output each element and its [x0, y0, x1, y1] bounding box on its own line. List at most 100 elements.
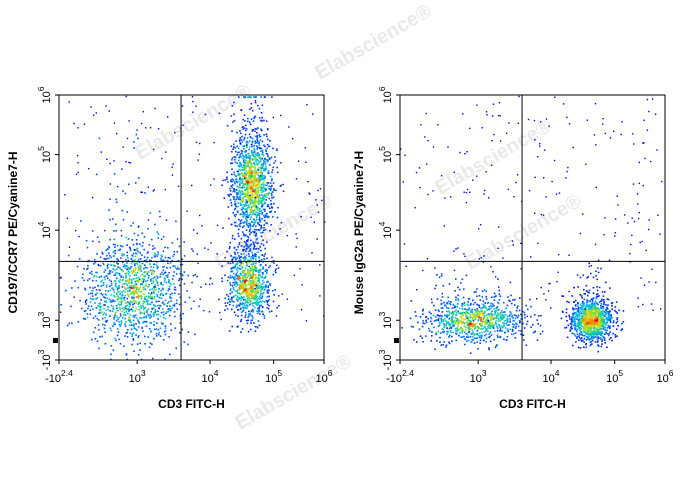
scatter-point-pop-2	[253, 266, 256, 268]
scatter-point-pop-0	[481, 310, 483, 313]
scatter-point-pop-0	[470, 320, 472, 323]
scatter-point-pop-0	[145, 325, 148, 327]
scatter-point-pop-0	[473, 327, 476, 330]
scatter-point-pop-2	[253, 296, 256, 299]
scatter-point-pop-2	[252, 302, 254, 304]
scatter-point-pop-0	[503, 324, 505, 326]
scatter-point-pop-0	[412, 326, 414, 328]
scatter-point-pop-1	[263, 229, 265, 232]
scatter-point-pop-1	[259, 189, 262, 191]
scatter-point-pop-1	[266, 161, 269, 163]
scatter-point-pop-0	[182, 274, 184, 277]
scatter-point-pop-0	[114, 250, 117, 252]
scatter-point-pop-0	[488, 333, 490, 335]
scatter-point-pop-1	[589, 300, 591, 303]
scatter-point-pop-2	[257, 303, 259, 305]
scatter-point-pop-0	[141, 254, 143, 256]
scatter-point-pop-0	[525, 344, 528, 346]
scatter-point-pop-2	[262, 313, 264, 315]
scatter-point-pop-2	[245, 292, 247, 295]
scatter-point-pop-0	[167, 274, 169, 276]
scatter-point-pop-0	[443, 341, 446, 343]
scatter-point-pop-1	[252, 197, 254, 199]
scatter-point-pop-0	[162, 235, 165, 238]
scatter-point-pop-0	[455, 278, 457, 280]
scatter-point-pop-2	[250, 269, 253, 272]
scatter-point-pop-0	[443, 324, 445, 327]
scatter-point-pop-1	[239, 153, 242, 155]
scatter-point-pop-1	[249, 233, 251, 236]
scatter-point-pop-1	[263, 180, 266, 182]
scatter-point-pop-1	[589, 341, 592, 343]
scatter-point-pop-2	[235, 249, 238, 251]
scatter-point-pop-0	[116, 262, 118, 264]
scatter-point-pop-0	[123, 345, 125, 347]
scatter-point-pop-0	[122, 279, 125, 281]
scatter-point-pop-0	[117, 263, 119, 265]
scatter-point-pop-0	[134, 289, 137, 292]
scatter-point-pop-1	[270, 192, 273, 195]
scatter-point-pop-0	[464, 328, 467, 331]
scatter-point-pop-1	[590, 325, 592, 327]
scatter-point-pop-1	[231, 130, 233, 132]
scatter-point-pop-0	[512, 299, 514, 301]
scatter-point-pop-2	[267, 292, 270, 294]
scatter-point-pop-0	[124, 314, 127, 316]
scatter-point-pop-0	[487, 317, 489, 320]
scatter-point-pop-0	[91, 292, 94, 295]
scatter-point-pop-1	[260, 96, 262, 98]
scatter-point-pop-0	[466, 308, 468, 311]
scatter-point-pop-0	[431, 323, 433, 325]
scatter-point-pop-0	[134, 281, 137, 283]
scatter-point-pop-0	[99, 312, 101, 314]
scatter-point-background	[250, 243, 252, 245]
scatter-point-pop-1	[590, 330, 593, 332]
scatter-point-pop-0	[174, 266, 177, 269]
scatter-point-pop-0	[178, 293, 180, 295]
scatter-point-pop-0	[181, 273, 184, 276]
scatter-point-pop-0	[519, 297, 521, 299]
scatter-point-pop-1	[244, 221, 246, 223]
scatter-point-pop-0	[98, 319, 100, 321]
scatter-point-pop-2	[260, 286, 263, 288]
scatter-point-pop-0	[158, 304, 161, 307]
scatter-point-pop-0	[487, 313, 490, 315]
scatter-point-pop-1	[258, 178, 261, 181]
scatter-point-pop-2	[254, 269, 257, 271]
scatter-point-pop-0	[199, 298, 201, 301]
scatter-point-pop-0	[495, 316, 497, 318]
scatter-point-pop-0	[450, 317, 453, 320]
scatter-point-pop-0	[137, 286, 139, 289]
scatter-point-pop-0	[143, 297, 146, 300]
scatter-point-pop-0	[131, 272, 133, 275]
scatter-point-pop-2	[232, 234, 234, 237]
scatter-point-pop-2	[227, 295, 230, 298]
scatter-point-pop-1	[597, 333, 599, 336]
scatter-point-pop-0	[487, 330, 489, 332]
scatter-point-background	[136, 129, 138, 131]
scatter-point-pop-2	[244, 306, 247, 309]
scatter-point-pop-1	[252, 221, 254, 224]
scatter-point-pop-0	[98, 312, 100, 314]
scatter-point-pop-1	[263, 167, 265, 170]
scatter-point-pop-2	[255, 238, 258, 241]
scatter-point-pop-2	[262, 286, 264, 289]
scatter-point-pop-0	[87, 305, 90, 307]
scatter-point-pop-1	[254, 220, 257, 223]
scatter-point-pop-1	[587, 320, 589, 322]
scatter-point-pop-1	[247, 194, 249, 197]
scatter-point-pop-0	[140, 274, 142, 277]
scatter-point-pop-0	[145, 259, 148, 261]
scatter-point-background	[157, 128, 160, 130]
scatter-point-pop-0	[165, 292, 168, 295]
scatter-point-pop-0	[178, 268, 180, 270]
scatter-point-pop-1	[243, 167, 245, 170]
scatter-point-pop-0	[456, 303, 459, 305]
scatter-point-pop-1	[241, 169, 244, 171]
scatter-point-pop-0	[108, 257, 110, 260]
scatter-point-pop-1	[257, 127, 259, 129]
scatter-point-pop-0	[442, 343, 444, 346]
scatter-point-pop-0	[112, 264, 115, 266]
scatter-point-pop-0	[112, 243, 115, 246]
scatter-point-background	[172, 163, 174, 165]
